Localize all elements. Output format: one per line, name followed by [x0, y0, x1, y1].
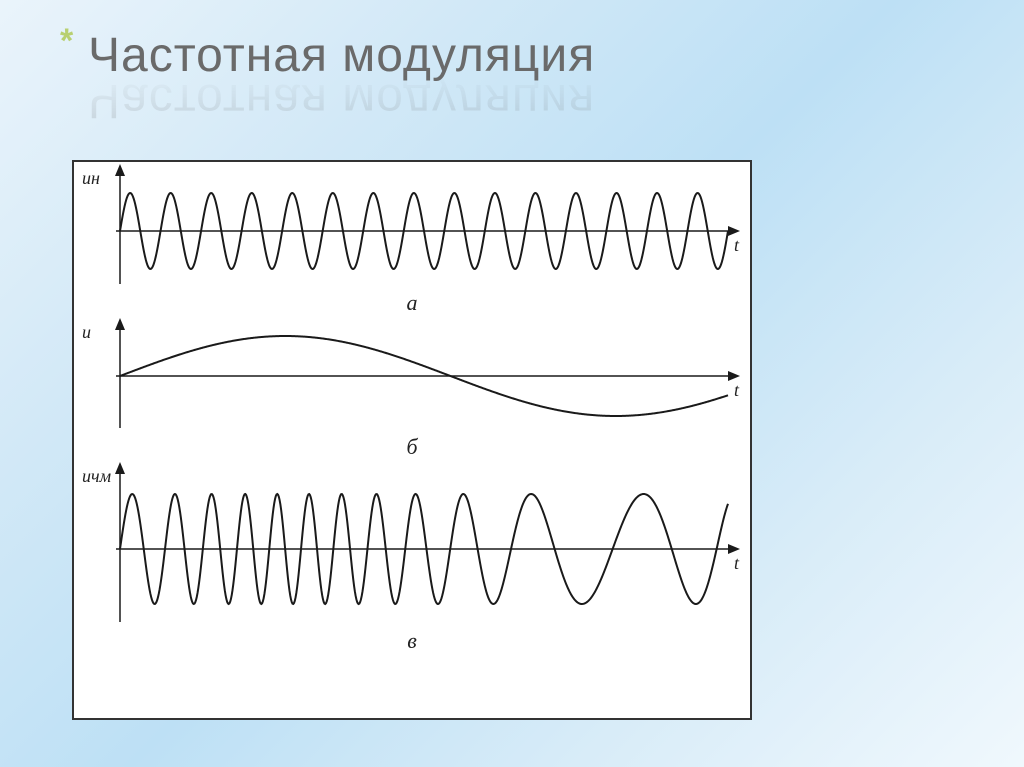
bullet-asterisk: *	[60, 22, 73, 61]
fm-diagram-container: uн t аu t б uчм t в	[72, 160, 752, 720]
y-label-c: uчм	[82, 466, 111, 487]
panel-b: u t б	[74, 316, 750, 460]
x-label-c: t	[734, 553, 739, 574]
page-title-reflection: Частотная модуляция	[88, 73, 595, 128]
y-label-b: u	[82, 322, 91, 343]
wave-a	[74, 162, 754, 292]
panel-a: uн t а	[74, 162, 750, 316]
panel-c: uчм t в	[74, 460, 750, 654]
y-label-a: uн	[82, 168, 100, 189]
sublabel-b: б	[74, 434, 750, 460]
sublabel-a: а	[74, 290, 750, 316]
sublabel-c: в	[74, 628, 750, 654]
title-block: * Частотная модуляция Частотная модуляци…	[60, 28, 595, 128]
x-label-a: t	[734, 235, 739, 256]
wave-c	[74, 460, 754, 630]
x-label-b: t	[734, 380, 739, 401]
wave-b	[74, 316, 754, 436]
